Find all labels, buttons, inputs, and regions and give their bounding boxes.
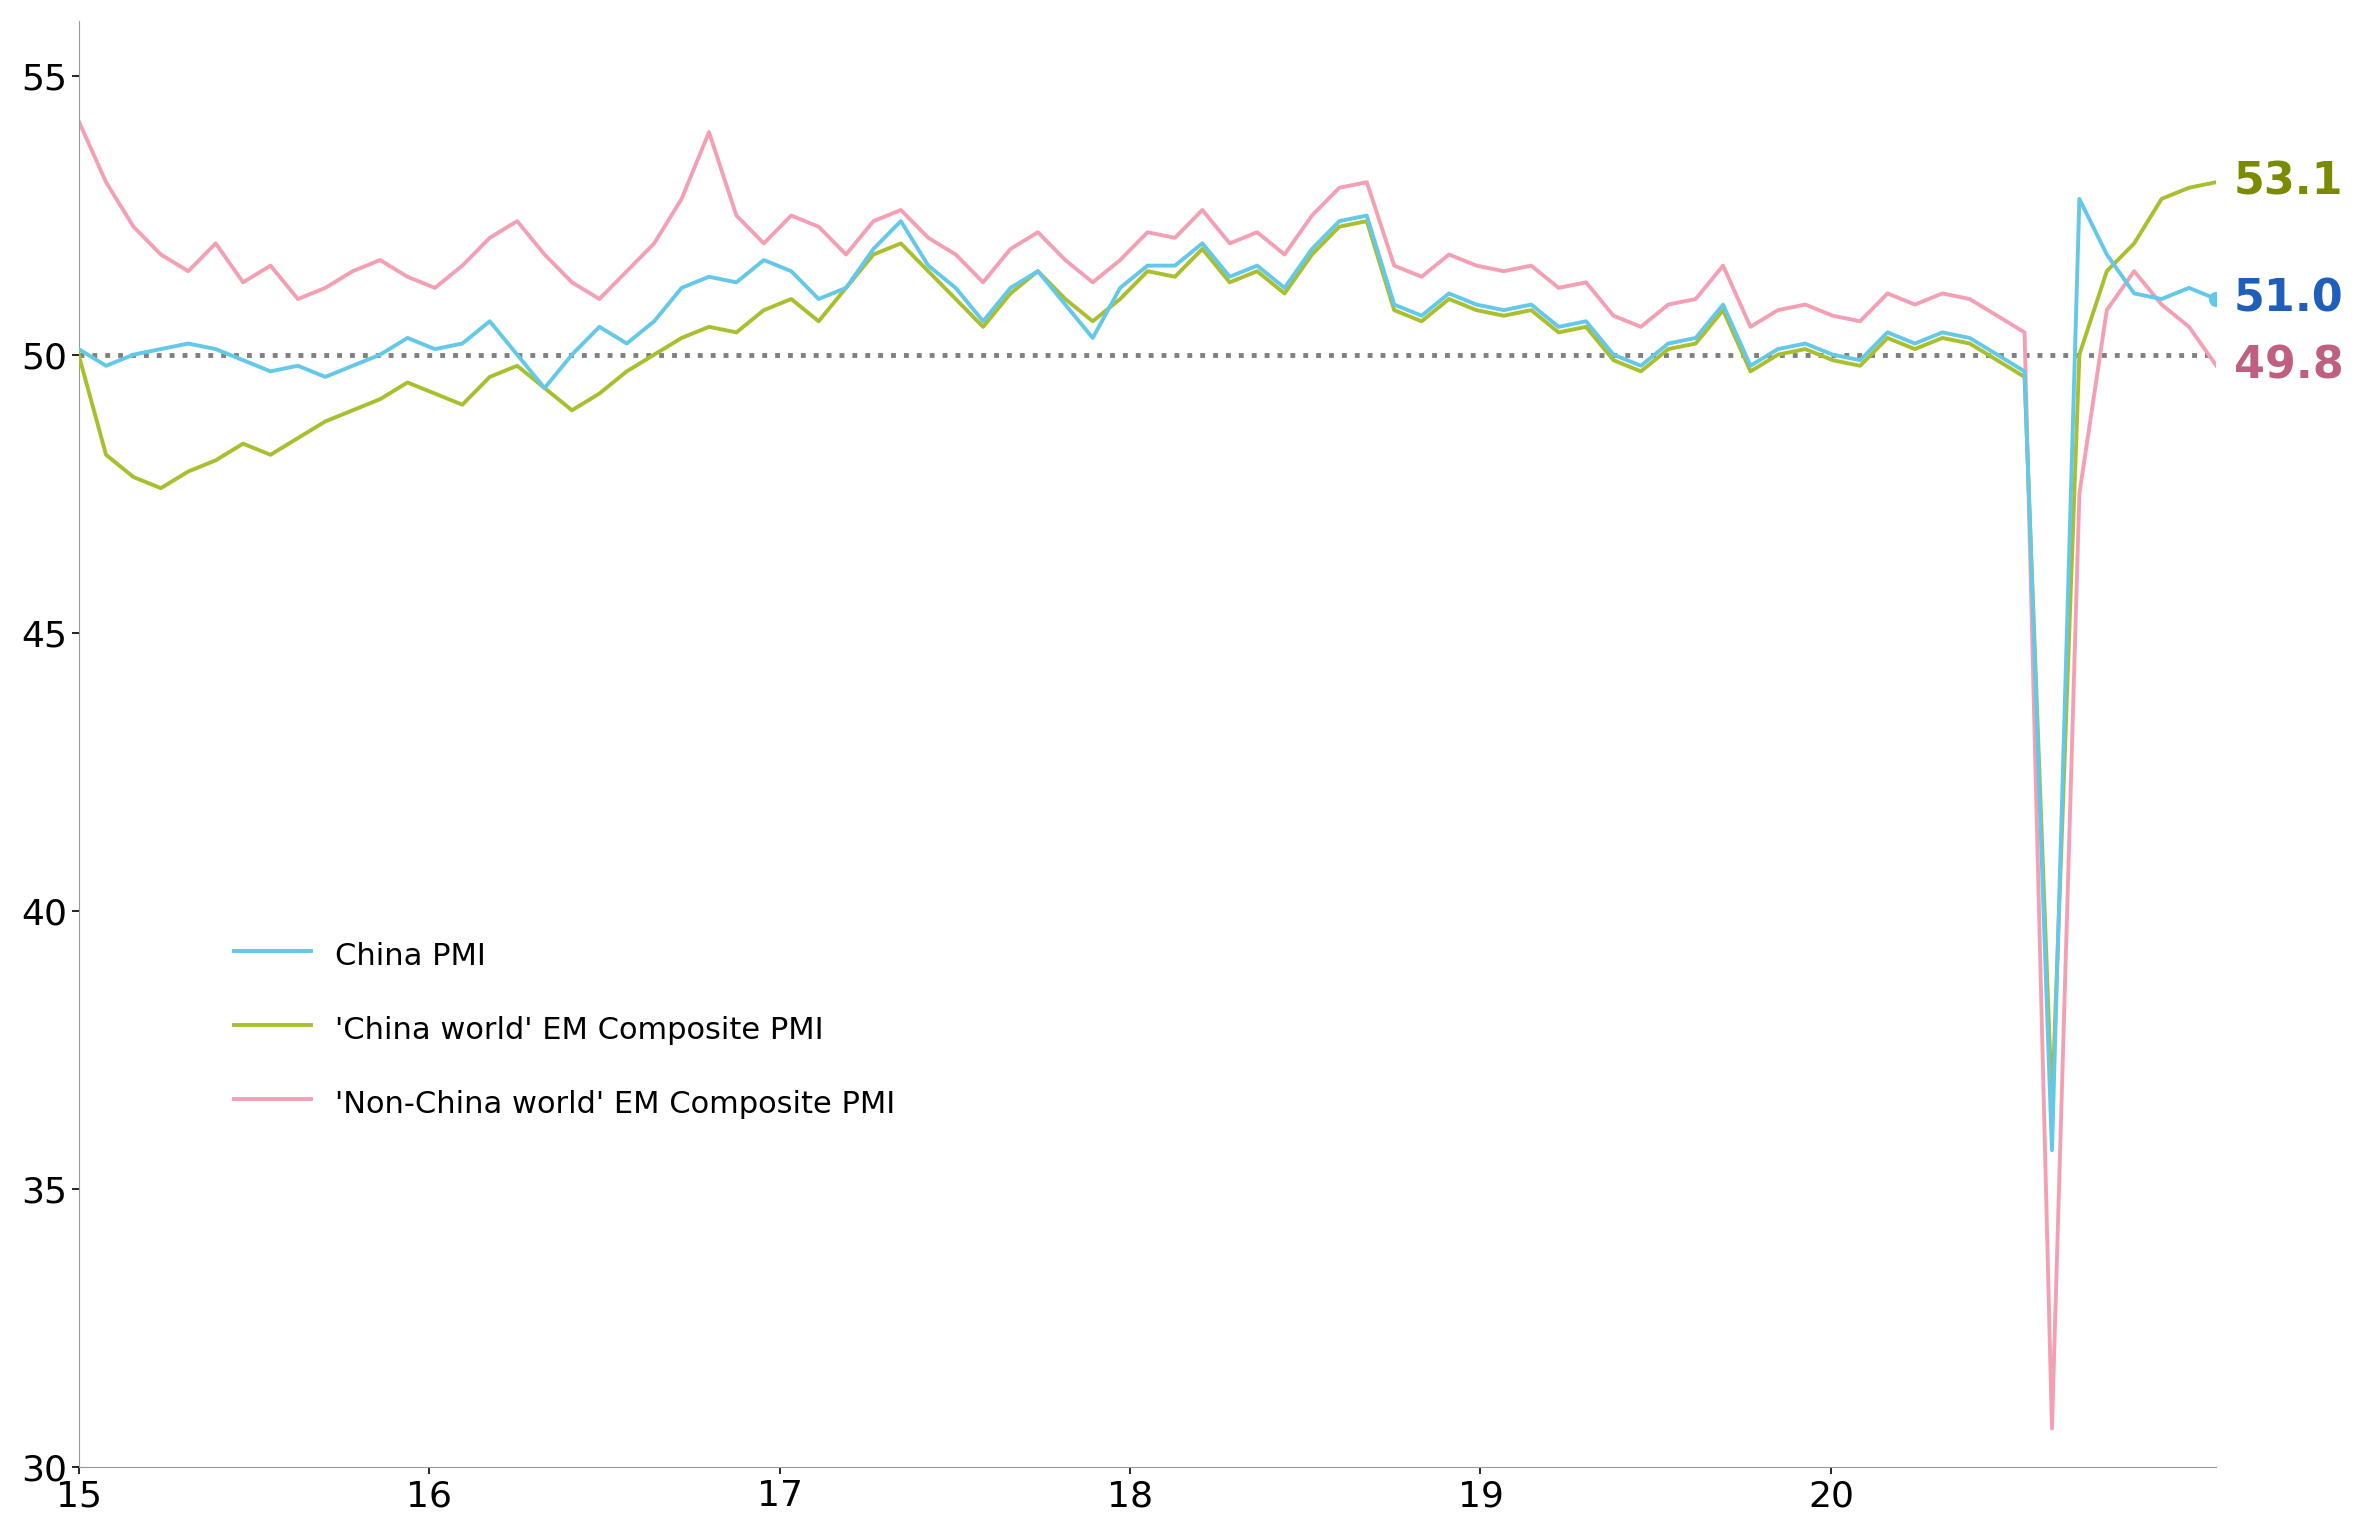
Text: 49.8: 49.8 [2234, 344, 2343, 387]
Legend: China PMI, 'China world' EM Composite PMI, 'Non-China world' EM Composite PMI: China PMI, 'China world' EM Composite PM… [222, 925, 907, 1134]
Text: 53.1: 53.1 [2234, 161, 2343, 204]
Text: 51.0: 51.0 [2234, 278, 2343, 321]
